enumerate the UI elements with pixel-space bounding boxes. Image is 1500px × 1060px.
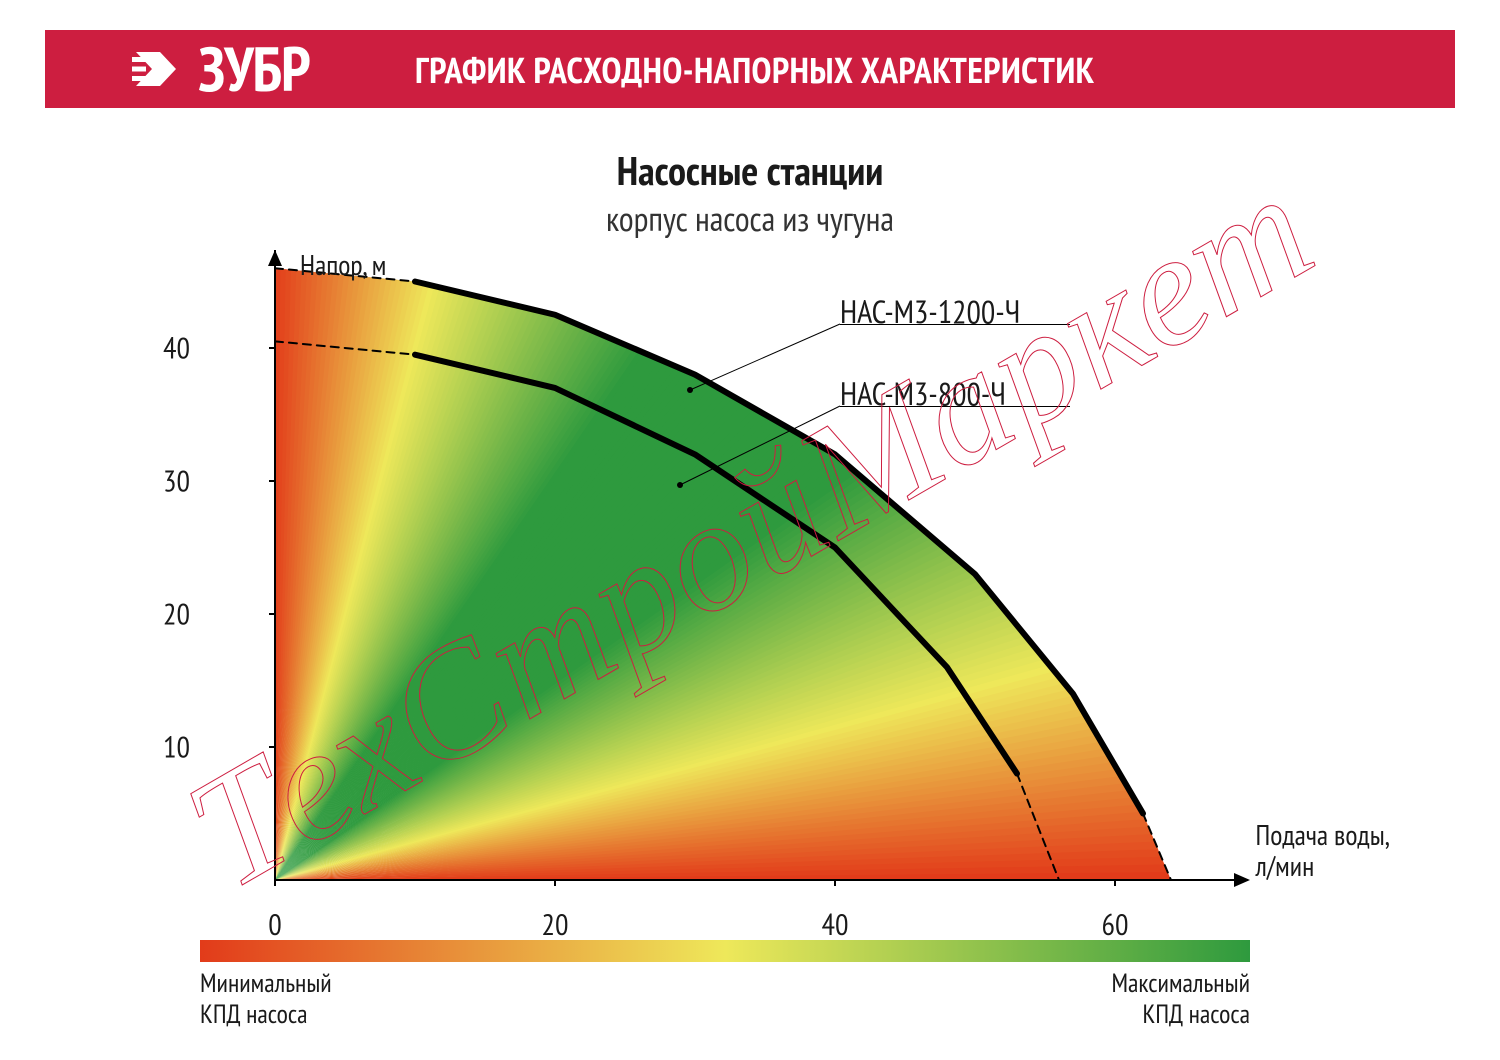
legend-min-label: Минимальный КПД насоса (200, 968, 332, 1030)
brand-arrow-icon (130, 42, 184, 96)
chart-area: Напор, м Подача воды, л/мин 10203040 020… (200, 250, 1250, 900)
efficiency-gradient-bar (200, 940, 1250, 962)
series-label: НАС-М3-1200-Ч (840, 290, 1020, 332)
series-label: НАС-М3-800-Ч (840, 372, 1006, 414)
chart-title: Насосные станции (0, 145, 1500, 197)
y-tick: 30 (150, 462, 190, 501)
chart-svg (200, 250, 1250, 900)
legend-max-l2: КПД насоса (1143, 998, 1250, 1031)
x-axis-label-l2: л/мин (1256, 847, 1315, 884)
legend-max-label: Максимальный КПД насоса (1050, 968, 1250, 1030)
brand-name: ЗУБР (198, 29, 310, 109)
header-title: ГРАФИК РАСХОДНО-НАПОРНЫХ ХАРАКТЕРИСТИК (395, 30, 1455, 108)
y-tick: 10 (150, 728, 190, 767)
series-label-underline (840, 324, 1070, 325)
x-axis-label: Подача воды, л/мин (1256, 820, 1391, 882)
y-tick: 40 (150, 329, 190, 368)
legend-min-l1: Минимальный (200, 967, 332, 1000)
x-tick: 60 (1102, 905, 1129, 944)
chart-title-block: Насосные станции корпус насоса из чугуна (0, 145, 1500, 241)
x-tick: 40 (822, 905, 849, 944)
legend-min-l2: КПД насоса (200, 998, 307, 1031)
brand-logo: ЗУБР (45, 30, 395, 108)
y-axis-label: Напор, м (300, 246, 386, 283)
header-bar: ЗУБР ГРАФИК РАСХОДНО-НАПОРНЫХ ХАРАКТЕРИС… (45, 30, 1455, 108)
series-label-underline (840, 406, 1070, 407)
chart-subtitle: корпус насоса из чугуна (0, 197, 1500, 241)
y-tick: 20 (150, 595, 190, 634)
x-tick: 0 (268, 905, 282, 944)
legend-max-l1: Максимальный (1111, 967, 1250, 1000)
x-tick: 20 (542, 905, 569, 944)
